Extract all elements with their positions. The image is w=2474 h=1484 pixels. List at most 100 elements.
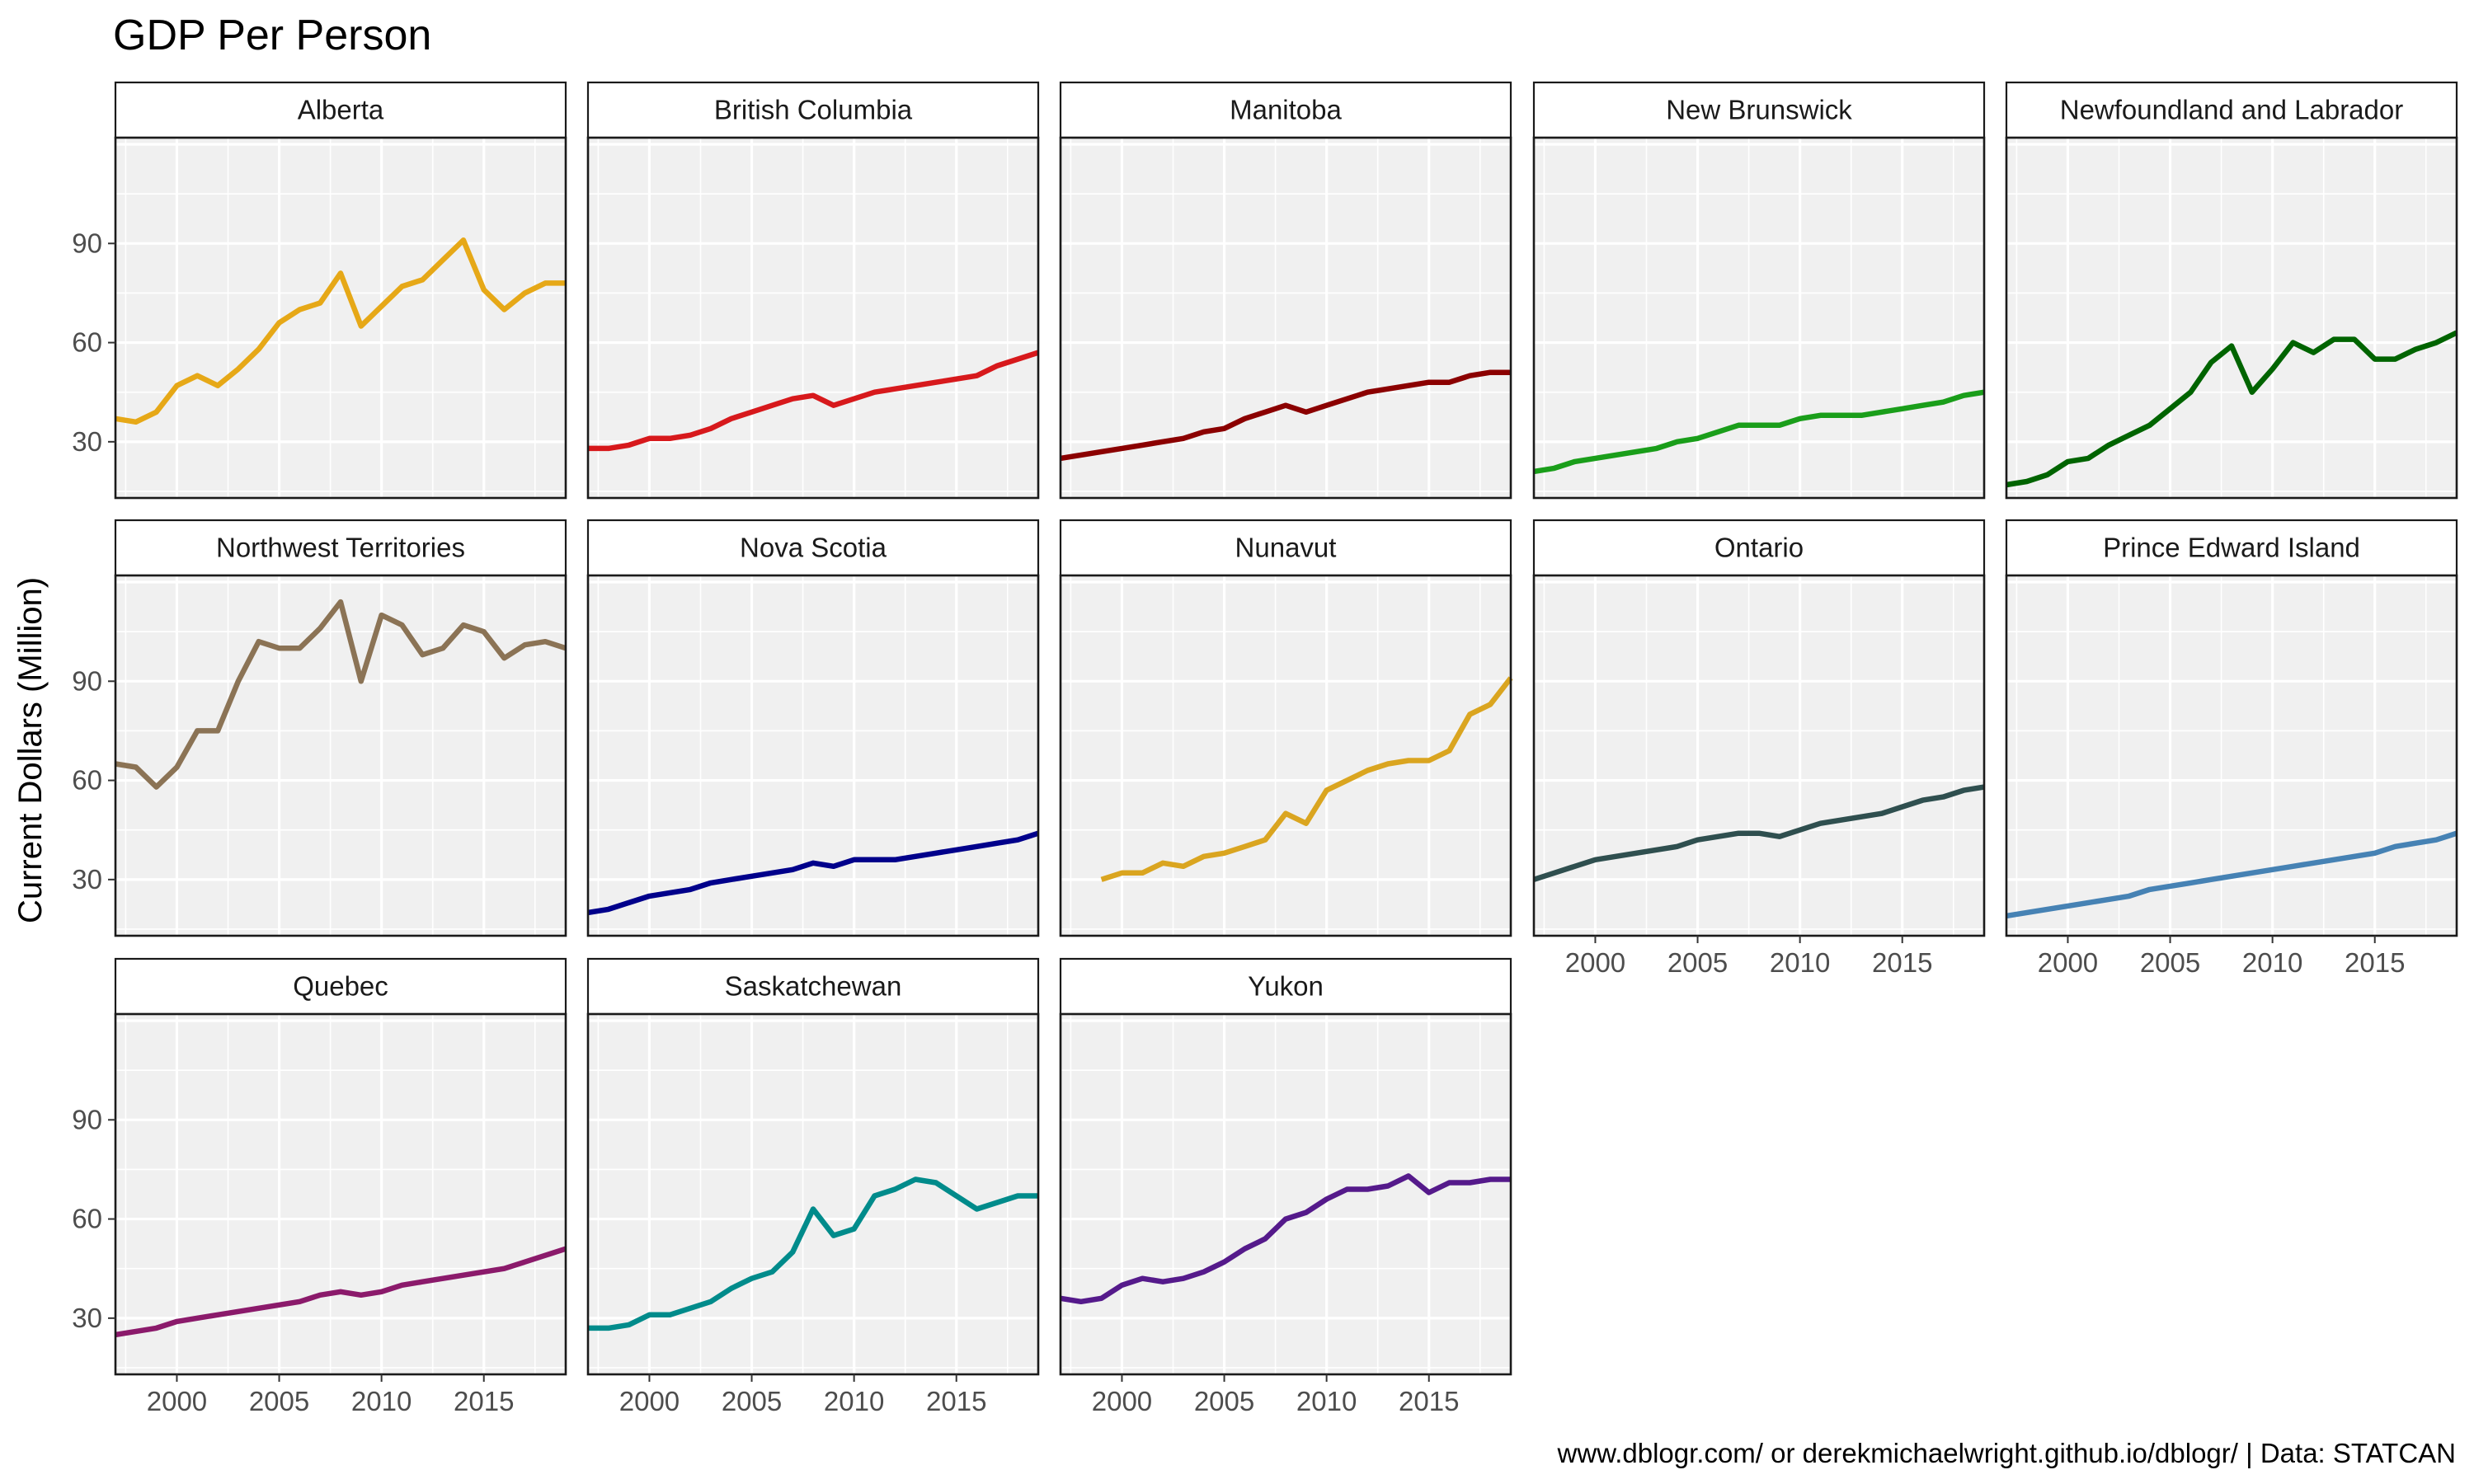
panel-ontario: Ontario 2000 2005 2010 2015 <box>1532 519 1986 978</box>
y-tick-label: 30 <box>72 864 102 895</box>
panel-northwest-territories: Northwest Territories 30 60 90 <box>72 519 567 937</box>
strip-label: Newfoundland and Labrador <box>2060 95 2403 125</box>
strip-label: Nunavut <box>1235 533 1337 563</box>
x-tick-label: 2015 <box>454 1386 514 1416</box>
strip-label: Alberta <box>298 95 384 125</box>
strip-box <box>114 519 567 577</box>
chart-title: GDP Per Person <box>113 12 431 59</box>
panel-background <box>588 138 1038 498</box>
y-tick-label: 30 <box>72 1303 102 1333</box>
panel-nova-scotia: Nova Scotia <box>586 519 1040 937</box>
strip-label: New Brunswick <box>1666 95 1852 125</box>
x-tick-label: 2000 <box>1565 947 1625 978</box>
panel-yukon: Yukon 2000 2005 2010 2015 <box>1059 957 1512 1416</box>
strip-box <box>114 957 567 1016</box>
panel-british-columbia: British Columbia <box>586 81 1040 500</box>
x-tick-label: 2015 <box>2345 947 2405 978</box>
panel-newfoundland-and-labrador: Newfoundland and Labrador <box>2005 81 2458 500</box>
panel-border <box>1532 136 1986 500</box>
panel-border <box>2005 574 2458 937</box>
y-axis-label: Current Dollars (Million) <box>12 577 49 923</box>
series-line-new-brunswick <box>1533 389 1985 475</box>
strip-box <box>586 957 1040 1016</box>
x-tick-label: 2010 <box>1770 947 1830 978</box>
y-tick-label: 60 <box>72 1204 102 1234</box>
y-tick-label: 90 <box>72 228 102 258</box>
panel-background <box>588 1014 1038 1374</box>
series-line-prince-edward-island <box>2006 830 2458 919</box>
panel-border <box>2005 136 2458 500</box>
strip-box <box>1059 519 1512 577</box>
facet-panels: Alberta 30 60 90 British Columbia Manitoba New… <box>72 81 2458 1416</box>
caption: www.dblogr.com/ or derekmichaelwright.gi… <box>1557 1438 2456 1468</box>
series-line-quebec <box>115 1246 567 1338</box>
x-tick-label: 2015 <box>1872 947 1932 978</box>
x-tick-label: 2015 <box>926 1386 986 1416</box>
strip-label: Manitoba <box>1230 95 1342 125</box>
panel-border <box>114 136 567 500</box>
strip-label: British Columbia <box>714 95 913 125</box>
panel-nunavut: Nunavut <box>1059 519 1513 937</box>
series-line-nunavut <box>1100 676 1513 882</box>
y-tick-label: 60 <box>72 765 102 796</box>
panel-prince-edward-island: Prince Edward Island 2000 2005 2010 2015 <box>2005 519 2458 978</box>
x-tick-label: 2005 <box>1667 947 1728 978</box>
panel-background <box>1061 1014 1511 1374</box>
panel-background <box>115 1014 566 1374</box>
series-line-alberta <box>115 237 566 425</box>
x-tick-label: 2005 <box>249 1386 309 1416</box>
series-line-newfoundland-and-labrador <box>2006 330 2458 488</box>
series-line-nova-scotia <box>587 830 1039 916</box>
strip-box <box>586 519 1040 577</box>
panel-border <box>114 574 567 937</box>
strip-label: Yukon <box>1248 971 1324 1002</box>
strip-box <box>2005 81 2458 139</box>
strip-label: Ontario <box>1714 533 1804 563</box>
strip-label: Quebec <box>293 971 388 1002</box>
strip-box <box>114 81 567 139</box>
series-line-british-columbia <box>588 350 1039 452</box>
x-tick-label: 2000 <box>147 1386 207 1416</box>
x-tick-label: 2010 <box>1296 1386 1357 1416</box>
panel-alberta: Alberta 30 60 90 <box>72 81 567 500</box>
x-tick-label: 2000 <box>619 1386 680 1416</box>
strip-label: Nova Scotia <box>740 533 887 563</box>
panel-border <box>1059 1012 1512 1376</box>
panel-background <box>2006 575 2457 936</box>
x-tick-label: 2000 <box>1092 1386 1152 1416</box>
y-tick-label: 60 <box>72 327 102 358</box>
x-tick-label: 2010 <box>2242 947 2302 978</box>
series-line-northwest-territories <box>115 599 567 790</box>
panel-background <box>2006 138 2457 498</box>
x-tick-label: 2010 <box>824 1386 884 1416</box>
x-tick-label: 2005 <box>722 1386 782 1416</box>
series-line-manitoba <box>1060 369 1511 462</box>
panel-border <box>114 1012 567 1376</box>
strip-box <box>1532 519 1986 577</box>
panel-background <box>1534 138 1984 498</box>
panel-border <box>1532 574 1986 937</box>
panel-background <box>115 575 566 936</box>
panel-background <box>1061 138 1511 498</box>
panel-saskatchewan: Saskatchewan 2000 2005 2010 2015 <box>586 957 1040 1416</box>
panel-border <box>586 1012 1040 1376</box>
y-tick-label: 30 <box>72 426 102 457</box>
series-line-ontario <box>1533 784 1985 882</box>
series-line-yukon <box>1060 1173 1511 1305</box>
panel-background <box>115 138 566 498</box>
panel-border <box>586 574 1040 937</box>
y-tick-label: 90 <box>72 665 102 696</box>
x-tick-label: 2010 <box>351 1386 412 1416</box>
panel-border <box>1059 136 1512 500</box>
strip-box <box>2005 519 2458 577</box>
x-tick-label: 2015 <box>1399 1386 1459 1416</box>
x-tick-label: 2005 <box>1194 1386 1254 1416</box>
series-line-saskatchewan <box>588 1176 1038 1331</box>
strip-box <box>1059 81 1512 139</box>
y-tick-label: 90 <box>72 1104 102 1134</box>
strip-box <box>1532 81 1986 139</box>
panel-background <box>588 575 1038 936</box>
panel-quebec: Quebec 30 60 90 2000 2005 2010 2015 <box>72 957 567 1416</box>
strip-box <box>586 81 1040 139</box>
